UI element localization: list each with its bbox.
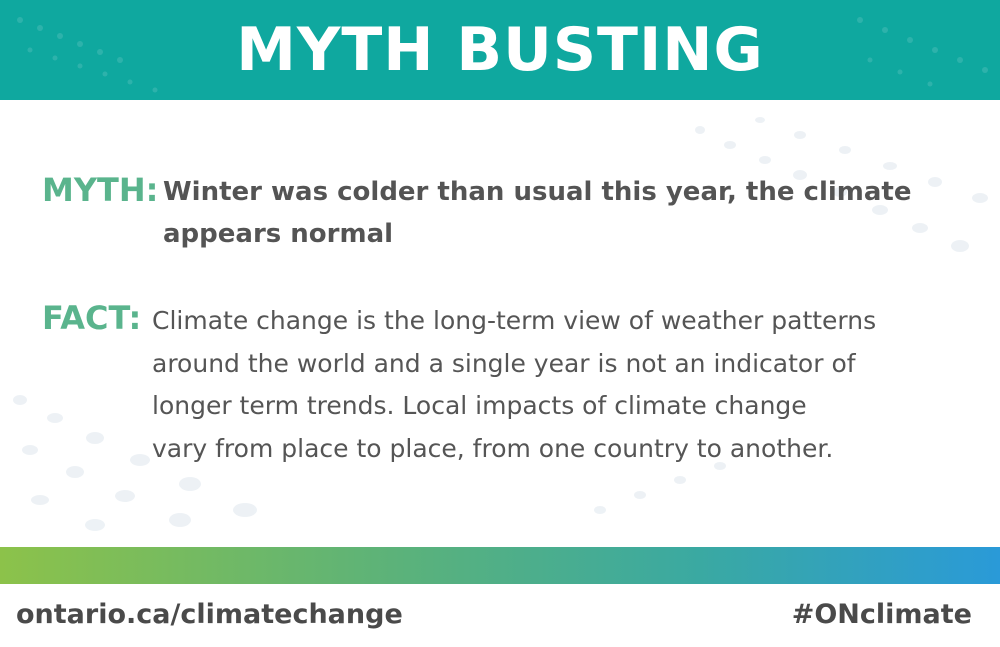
- website-link[interactable]: ontario.ca/climatechange: [16, 599, 403, 630]
- header-dot-pattern: [17, 17, 988, 93]
- myth-label: MYTH:: [42, 171, 159, 209]
- fact-label: FACT:: [42, 299, 142, 337]
- fact-line: longer term trends. Local impacts of cli…: [152, 391, 807, 420]
- fact-line: vary from place to place, from one count…: [152, 433, 834, 463]
- background-dot-pattern: [13, 117, 988, 531]
- fact-line: around the world and a single year is no…: [152, 348, 856, 378]
- header-banner: MYTH BUSTING: [0, 0, 1000, 100]
- hashtag-link[interactable]: #ONclimate: [791, 599, 972, 630]
- fact-line: Climate change is the long-term view of …: [152, 306, 877, 335]
- gradient-divider: [0, 547, 1000, 584]
- myth-statement: Winter was colder than usual this year, …: [163, 177, 912, 249]
- page-title: MYTH BUSTING: [236, 15, 764, 85]
- fact-statement: Climate change is the long-term view of …: [152, 300, 982, 470]
